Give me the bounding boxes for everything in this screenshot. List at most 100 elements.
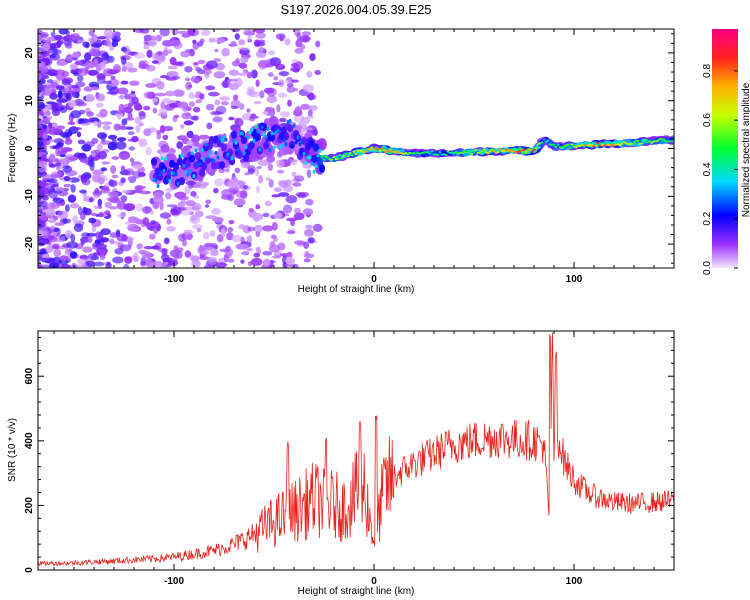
spectrogram-ridge-cell (462, 150, 466, 152)
spectrogram-ridge-cell (336, 157, 340, 160)
spectrogram-noise-blob (108, 179, 118, 188)
spectrogram-noise-blob (296, 193, 307, 199)
spectrogram-noise-blob (273, 76, 279, 81)
spectrogram-noise-blob (151, 245, 160, 250)
spectrogram-ridge-cell (284, 142, 288, 147)
spectrogram-noise-blob (302, 162, 312, 169)
spectrogram-noise-blob (120, 80, 129, 85)
spectrogram-noise-blob (110, 75, 116, 80)
spectrogram-noise-blob (159, 124, 166, 134)
spectrogram-noise-blob (247, 35, 252, 42)
spectrogram-noise-blob (138, 112, 146, 120)
spectrogram-ridge-cell (482, 148, 486, 151)
figure-title: S197.2026.004.05.39.E25 (280, 2, 431, 17)
spectrogram-noise-blob (226, 179, 238, 189)
spectrogram-noise-blob (187, 29, 196, 36)
spectrogram-noise-blob (38, 130, 43, 139)
spectrogram-noise-blob (286, 86, 296, 93)
spectrogram-noise-blob (120, 56, 127, 65)
spectrogram-ridge-cell (200, 147, 204, 152)
spectrogram-ridge-cell (522, 148, 526, 151)
spectrogram-ridge-cell (512, 150, 516, 152)
spectrogram-noise-blob (266, 95, 278, 104)
spectrogram-noise-blob (255, 79, 260, 87)
spectrogram-noise-blob (74, 152, 82, 158)
spectrogram-noise-blob (195, 99, 203, 104)
spectrogram-ridge-cell (472, 150, 476, 153)
spectrogram-noise-blob (305, 198, 314, 206)
spectrogram-noise-blob (234, 117, 244, 127)
snr-y-tick-label: 200 (24, 497, 35, 514)
spectrogram-ridge-cell (444, 153, 448, 156)
spectrogram-noise-blob (88, 117, 94, 123)
spectrogram-ridge-cell (508, 148, 512, 151)
spectrogram-ridge-cell (186, 172, 190, 177)
spectrogram-noise-blob (109, 199, 121, 204)
spectrogram-ridge-cell (662, 138, 666, 141)
spectrogram-noise-blob (80, 240, 85, 246)
spectrogram-ridge-cell (300, 139, 304, 144)
spectrogram-ridge-cell (260, 125, 264, 130)
spectrogram-noise-blob (63, 175, 71, 182)
spectrogram-noise-blob (205, 204, 209, 208)
spectrogram-noise-blob (214, 99, 221, 106)
spectrogram-noise-blob (115, 141, 127, 150)
spectrogram-noise-blob (191, 202, 202, 211)
spectrogram-noise-blob (294, 175, 305, 182)
spectrogram-noise-blob (206, 122, 213, 130)
spectrogram-noise-blob (88, 29, 95, 37)
spectrogram-noise-blob (100, 228, 111, 236)
spectrogram-noise-blob (97, 36, 107, 40)
spectrogram-ridge-cell (218, 161, 226, 170)
spectrogram-noise-blob (191, 224, 203, 230)
spectrogram-noise-blob (121, 118, 128, 126)
spectrogram-noise-blob (76, 131, 82, 138)
spectrogram-noise-blob (95, 102, 104, 108)
spectrogram-noise-blob (56, 39, 62, 48)
spectrogram-noise-blob (49, 49, 62, 55)
spectrogram-noise-blob (248, 207, 254, 213)
spectrogram-ridge-cell (154, 178, 158, 182)
spectrogram-noise-blob (254, 41, 266, 47)
spectrogram-ridge-cell (590, 144, 594, 147)
spectrogram-noise-blob (50, 225, 55, 231)
spectrogram-noise-blob (185, 81, 192, 91)
spectrogram-ridge-cell (464, 151, 468, 154)
spectrogram-noise-blob (73, 99, 85, 106)
spectrogram-noise-blob (120, 234, 128, 242)
spectrogram-noise-blob (107, 191, 119, 198)
spectrogram-noise-blob (228, 258, 235, 263)
snr-xlabel: Height of straight line (km) (298, 586, 415, 597)
spectrogram-noise-blob (55, 125, 65, 130)
spectrogram-noise-blob (38, 151, 47, 156)
spectrogram-noise-blob (93, 193, 101, 198)
spectrogram-noise-blob (125, 117, 135, 121)
spectrogram-noise-blob (159, 29, 170, 37)
spectrogram-noise-blob (184, 66, 193, 73)
spectrogram-noise-blob (226, 232, 234, 241)
spectrogram-noise-blob (273, 187, 282, 192)
spectrogram-noise-blob (291, 171, 297, 177)
spectrogram-noise-blob (204, 264, 214, 268)
spectrogram-ridge-cell (504, 148, 508, 151)
spectrogram-noise-blob (117, 214, 126, 218)
spectrogram-noise-blob (131, 135, 139, 143)
spectrogram-ridge-cell (298, 142, 302, 147)
spectrogram-noise-blob (124, 256, 133, 264)
spectrogram-noise-blob (51, 183, 60, 188)
spectrogram-noise-blob (172, 75, 181, 80)
spectrogram-noise-blob (70, 184, 76, 193)
spectrogram-ridge-cell (406, 153, 410, 155)
spectrogram-noise-blob (165, 192, 172, 200)
spectrogram-noise-blob (156, 131, 162, 140)
spectrogram-noise-blob (49, 138, 54, 143)
spectrogram-noise-blob (300, 117, 311, 125)
spectrogram-ridge-cell (524, 150, 528, 153)
spectrogram-noise-blob (162, 49, 169, 56)
spectrogram-ridge-cell (490, 148, 494, 151)
spectrogram-noise-blob (56, 142, 64, 148)
spectrogram-noise-blob (190, 215, 197, 222)
spectrogram-noise-blob (64, 230, 73, 239)
spectrogram-noise-blob (262, 258, 271, 267)
